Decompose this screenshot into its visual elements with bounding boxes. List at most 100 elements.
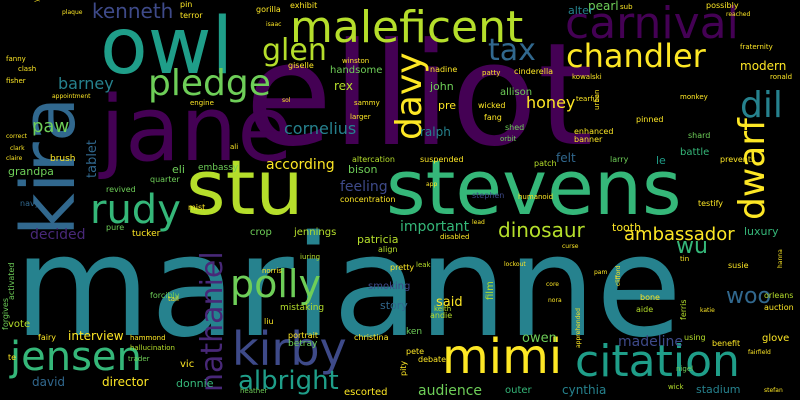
word-director: director: [102, 375, 149, 389]
word-appointment: appointment: [52, 93, 91, 100]
word-using: using: [684, 333, 706, 342]
word-banner: banner: [574, 135, 603, 144]
word-possibly: possibly: [706, 1, 739, 10]
word-maleficent: maleficent: [290, 2, 524, 53]
word-ferris: ferris: [679, 299, 688, 320]
word-giselle: giselle: [288, 61, 314, 70]
word-humanoid: humanoid: [518, 193, 554, 201]
word-kenneth: kenneth: [92, 0, 174, 23]
word-patricia: patricia: [357, 233, 399, 246]
word-liu: liu: [264, 317, 274, 326]
word-nathaniel: nathaniel: [195, 251, 230, 392]
word-urban: urban: [593, 89, 601, 110]
word-owl: owl: [100, 2, 234, 92]
word-chandler: chandler: [566, 37, 706, 75]
word-decided: decided: [30, 227, 86, 243]
word-mist: mist: [188, 203, 206, 212]
word-fraternity: fraternity: [740, 43, 773, 51]
word-felt: felt: [556, 151, 576, 165]
word-grandpa: grandpa: [8, 165, 54, 178]
word-dwarf: dwarf: [732, 118, 773, 220]
word-katie: katie: [700, 307, 715, 314]
word-tin: tin: [680, 255, 690, 263]
word-pin: pin: [180, 0, 193, 9]
word-fairy: fairy: [38, 333, 56, 342]
word-glove: glove: [762, 333, 790, 344]
word-feeling: feeling: [340, 179, 388, 195]
word-correct: correct: [6, 133, 28, 140]
word-nadine: nadine: [430, 65, 458, 74]
word-vic: vic: [180, 359, 195, 370]
word-shed: shed: [505, 123, 525, 132]
word-prevents: prevents: [720, 155, 756, 164]
word-forgives: forgives: [1, 298, 10, 330]
word-tearful: tearful: [576, 95, 600, 103]
word-clash: clash: [18, 65, 37, 73]
word-altercation: altercation: [352, 155, 395, 164]
word-paw: paw: [32, 116, 70, 137]
word-sub: sub: [620, 3, 633, 11]
word-barney: barney: [58, 74, 114, 93]
word-mistaking: mistaking: [280, 303, 325, 313]
word-aide: aide: [636, 305, 654, 314]
word-lead: lead: [472, 219, 485, 226]
word-cornelius: cornelius: [284, 119, 357, 138]
word-pure: pure: [106, 223, 125, 232]
word-film: film: [485, 281, 496, 300]
word-sol: sol: [282, 97, 291, 104]
word-hanna: hanna: [777, 249, 784, 268]
word-portrait: portrait: [288, 331, 318, 340]
word-woo: woo: [726, 284, 771, 309]
word-carnival: carnival: [565, 0, 739, 49]
word-polly: polly: [230, 262, 321, 306]
word-plaque: plaque: [62, 9, 83, 16]
word-keith: keith: [434, 305, 452, 313]
word-apprehended: apprehended: [575, 308, 582, 348]
word-trader: trader: [128, 355, 150, 363]
word-curse: curse: [562, 243, 579, 250]
word-isaac: isaac: [266, 21, 282, 28]
word-fanny: fanny: [6, 55, 26, 63]
word-citation: citation: [575, 336, 740, 387]
word-susie: susie: [728, 261, 749, 270]
word-app: app: [426, 181, 438, 188]
word-escorted: escorted: [344, 387, 388, 398]
word-heather: heather: [240, 387, 268, 395]
word-reached: reached: [726, 11, 751, 18]
word-handsome: handsome: [330, 65, 383, 76]
word-disabled: disabled: [440, 233, 470, 241]
word-pretty: pretty: [390, 263, 415, 272]
word-rudy: rudy: [90, 187, 181, 233]
word-pinned: pinned: [636, 115, 664, 124]
word-forcibly: forcibly: [150, 291, 180, 300]
word-pre: pre: [438, 99, 457, 112]
word-interview: interview: [68, 329, 124, 343]
word-glen: glen: [262, 33, 327, 68]
word-shard: shard: [688, 131, 711, 140]
word-terror: terror: [180, 11, 203, 20]
word-david: david: [32, 375, 66, 389]
word-pete: pete: [406, 347, 425, 356]
word-owen: owen: [522, 331, 557, 346]
word-rex: rex: [334, 79, 353, 93]
word-important: important: [400, 219, 470, 235]
word-stu: stu: [186, 143, 304, 232]
word-claire: claire: [6, 155, 23, 162]
word-stevens: stevens: [386, 143, 682, 232]
word-te: te: [8, 353, 17, 362]
word-andie: andie: [430, 311, 453, 320]
word-donnie: donnie: [176, 377, 214, 390]
word-vote: vote: [8, 319, 31, 330]
word-yang: yang: [33, 0, 40, 2]
word-albright: albright: [238, 366, 339, 396]
word-benefit: benefit: [712, 339, 741, 348]
word-bison: bison: [348, 163, 378, 176]
word-kirby: kirby: [232, 322, 347, 376]
word-battle: battle: [680, 147, 710, 158]
word-nigel: nigel: [676, 365, 694, 373]
word-tucker: tucker: [132, 229, 161, 239]
word-debate: debate: [418, 355, 447, 364]
word-clifford: clifford: [615, 265, 622, 286]
word-wicked: wicked: [478, 101, 506, 110]
